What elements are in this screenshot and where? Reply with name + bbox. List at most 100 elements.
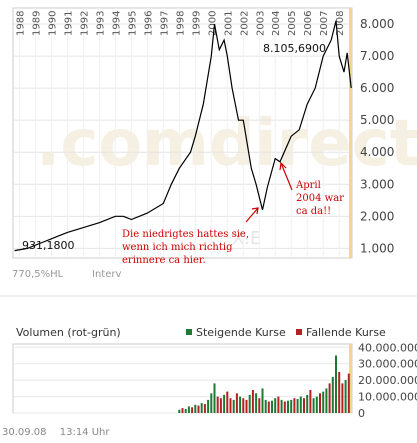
volume-bar bbox=[181, 408, 184, 413]
volume-bar bbox=[267, 401, 270, 413]
performance-label: 770,5%HL bbox=[12, 269, 64, 280]
volume-bar bbox=[184, 408, 187, 413]
volume-bar bbox=[232, 399, 235, 413]
volume-bar bbox=[261, 388, 264, 413]
annotation-left-line-1: Die niedrigtes hattes sie, bbox=[122, 229, 249, 240]
year-label: 2007 bbox=[319, 11, 330, 36]
volume-bar bbox=[255, 393, 258, 413]
volume-bar bbox=[194, 404, 197, 413]
volume-bar bbox=[216, 396, 219, 413]
gridlines bbox=[13, 8, 352, 258]
volume-bar bbox=[293, 398, 296, 413]
y-axis-ticks: 1.000 2.000 3.000 4.000 5.000 6.000 7.000 8.000 bbox=[360, 17, 394, 255]
volume-bar bbox=[325, 388, 328, 413]
year-label: 2008 bbox=[335, 11, 346, 36]
volume-bar bbox=[283, 401, 286, 413]
y-tick-label: 7.000 bbox=[360, 49, 394, 63]
volume-bar bbox=[271, 400, 273, 413]
year-label: 2001 bbox=[223, 11, 234, 36]
volume-bar bbox=[242, 398, 245, 413]
volume-bar bbox=[347, 373, 350, 413]
annotation-left-arrowhead bbox=[251, 207, 259, 215]
footer-time: 13:14 Uhr bbox=[59, 427, 110, 438]
volume-bar bbox=[341, 383, 344, 413]
legend-up-label: Steigende Kurse bbox=[196, 326, 286, 339]
annotation-left-arrow bbox=[245, 207, 259, 223]
year-label: 1996 bbox=[143, 11, 154, 36]
year-label: 1989 bbox=[31, 11, 42, 36]
annotation-left-line-2: wenn ich mich richtig bbox=[122, 242, 233, 253]
y-tick-label: 8.000 bbox=[360, 17, 394, 31]
volume-bar bbox=[226, 391, 229, 413]
annotation-left: Die niedrigtes hattes sie, wenn ich mich… bbox=[122, 229, 249, 266]
volume-bar bbox=[191, 407, 194, 414]
low-callout: 931,1800 bbox=[22, 239, 75, 252]
volume-bar bbox=[315, 396, 318, 413]
year-label: 1994 bbox=[111, 11, 122, 36]
volume-bar bbox=[178, 409, 181, 413]
volume-y-tick-label: 20.000.000 bbox=[358, 374, 417, 387]
timestamp-footer: 30.09.08 13:14 Uhr bbox=[2, 427, 119, 438]
volume-bar bbox=[344, 380, 347, 413]
volume-y-axis-ticks: 40.000.000 30.000.000 20.000.000 10.000.000… bbox=[358, 341, 417, 418]
y-tick-label: 4.000 bbox=[360, 145, 394, 159]
volume-bar bbox=[277, 396, 280, 413]
year-label: 2005 bbox=[287, 11, 298, 36]
volume-bar bbox=[309, 390, 312, 413]
y-tick-label: 2.000 bbox=[360, 209, 394, 223]
volume-bar bbox=[200, 403, 203, 413]
volume-bar bbox=[251, 390, 254, 413]
legend-down-swatch bbox=[296, 329, 302, 335]
footer-date: 30.09.08 bbox=[2, 427, 47, 438]
volume-bar bbox=[264, 399, 267, 413]
volume-bar bbox=[258, 398, 261, 413]
volume-bar bbox=[290, 399, 293, 413]
volume-bar bbox=[223, 394, 226, 413]
volume-y-tick-label: 30.000.000 bbox=[358, 358, 417, 371]
year-label: 1991 bbox=[63, 11, 74, 36]
volume-bar bbox=[248, 394, 251, 413]
year-label: 2000 bbox=[207, 11, 218, 36]
volume-bar bbox=[219, 398, 222, 413]
volume-bar bbox=[335, 355, 337, 413]
year-label: 1993 bbox=[95, 11, 106, 36]
volume-bar bbox=[274, 398, 277, 413]
price-series-line bbox=[14, 20, 352, 252]
y-tick-label: 6.000 bbox=[360, 81, 394, 95]
year-label: 1988 bbox=[15, 11, 26, 36]
volume-bar bbox=[287, 400, 289, 413]
annotation-right-arrow bbox=[280, 162, 293, 191]
volume-current-marker bbox=[349, 344, 352, 413]
volume-bar bbox=[296, 399, 299, 413]
current-value-marker bbox=[349, 8, 352, 258]
y-tick-label: 3.000 bbox=[360, 177, 394, 191]
volume-bar bbox=[303, 398, 305, 413]
volume-bar bbox=[207, 399, 210, 413]
year-label: 1999 bbox=[191, 11, 202, 36]
volume-bar bbox=[197, 405, 200, 413]
legend-up-swatch bbox=[186, 329, 192, 335]
y-tick-label: 1.000 bbox=[360, 241, 394, 255]
high-callout: 8.105,6900 bbox=[263, 42, 326, 55]
price-chart: .comdirect X.E 1988 1989 1990 1991 1992 1993 1… bbox=[0, 7, 417, 297]
year-label: 1998 bbox=[175, 11, 186, 36]
annotation-left-line-3: erinnere ca hier. bbox=[122, 255, 206, 266]
volume-bar bbox=[235, 393, 238, 413]
volume-bar bbox=[338, 371, 341, 413]
volume-bar bbox=[328, 383, 331, 413]
annotation-right-arrowhead bbox=[279, 161, 287, 171]
volume-gridlines bbox=[13, 346, 352, 414]
volume-bar bbox=[245, 399, 248, 413]
annotation-right-line-1: April bbox=[295, 180, 321, 191]
volume-bar bbox=[306, 394, 309, 413]
annotation-right: April 2004 war ca da!! bbox=[295, 180, 344, 217]
volume-bar bbox=[322, 391, 325, 413]
year-label: 2002 bbox=[239, 11, 250, 36]
interval-label[interactable]: Interv bbox=[92, 269, 121, 280]
year-label: 2004 bbox=[271, 11, 282, 36]
legend-down-label: Fallende Kurse bbox=[306, 326, 386, 339]
year-label: 2003 bbox=[255, 11, 266, 36]
annotation-right-line-3: ca da!! bbox=[296, 206, 331, 217]
volume-plot-frame bbox=[12, 343, 353, 414]
volume-y-tick-label: 0 bbox=[358, 407, 365, 418]
